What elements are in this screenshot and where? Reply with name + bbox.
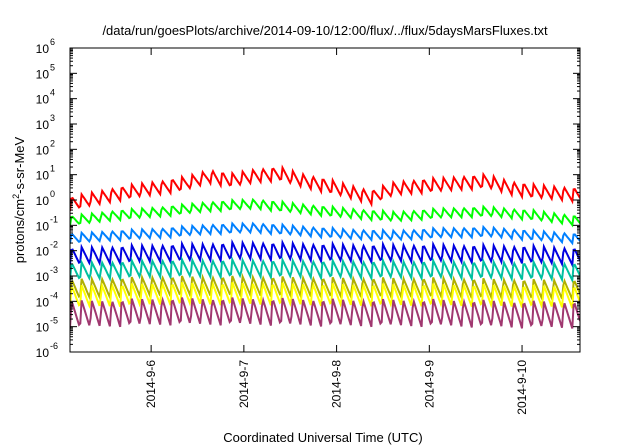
series-layer — [70, 164, 580, 329]
y-tick-label: 10 — [36, 67, 50, 81]
y-axis-label: protons/cm2-s-sr-MeV — [11, 136, 27, 263]
series-line-5 — [70, 255, 580, 285]
x-tick-label: 2014-9-8 — [330, 360, 344, 408]
x-axis-label: Coordinated Universal Time (UTC) — [223, 430, 422, 445]
y-tick-label: 10 — [36, 143, 50, 157]
series-line-1 — [70, 164, 580, 212]
x-tick-label: 2014-9-10 — [515, 360, 529, 415]
y-tick-exponent: 3 — [50, 113, 55, 123]
y-tick-label: 10 — [36, 169, 50, 183]
series-line-2 — [70, 197, 580, 228]
y-tick-label: 10 — [36, 219, 50, 233]
axis-layer: 10 -610 -510 -410 -310 -210 -110 010 110 210 310 41… — [36, 37, 581, 415]
y-tick-exponent: 1 — [50, 164, 55, 174]
y-tick-label: 10 — [36, 295, 50, 309]
y-tick-exponent: -5 — [50, 316, 58, 326]
x-tick-label: 2014-9-9 — [422, 360, 436, 408]
y-tick-label: 10 — [36, 194, 50, 208]
y-tick-label: 10 — [36, 245, 50, 259]
y-tick-exponent: -3 — [50, 265, 58, 275]
y-tick-exponent: -2 — [50, 240, 58, 250]
x-tick-label: 2014-9-6 — [144, 360, 158, 408]
y-tick-exponent: 0 — [50, 189, 55, 199]
y-tick-label: 10 — [36, 321, 50, 335]
y-tick-label: 10 — [36, 118, 50, 132]
series-line-3 — [70, 221, 580, 246]
y-tick-exponent: -6 — [50, 341, 58, 351]
y-tick-exponent: 5 — [50, 62, 55, 72]
y-tick-label: 10 — [36, 42, 50, 56]
series-line-6 — [70, 272, 580, 302]
y-tick-exponent: 4 — [50, 88, 55, 98]
y-tick-label: 10 — [36, 346, 50, 360]
chart-title: /data/run/goesPlots/archive/2014-09-10/1… — [102, 23, 548, 38]
y-tick-exponent: -4 — [50, 290, 58, 300]
y-tick-exponent: -1 — [50, 214, 58, 224]
y-tick-exponent: 6 — [50, 37, 55, 47]
series-line-8 — [70, 296, 580, 329]
y-tick-label: 10 — [36, 93, 50, 107]
series-line-7 — [70, 281, 580, 310]
x-tick-label: 2014-9-7 — [237, 360, 251, 408]
series-line-4 — [70, 238, 580, 269]
y-tick-exponent: 2 — [50, 138, 55, 148]
y-tick-label: 10 — [36, 270, 50, 284]
